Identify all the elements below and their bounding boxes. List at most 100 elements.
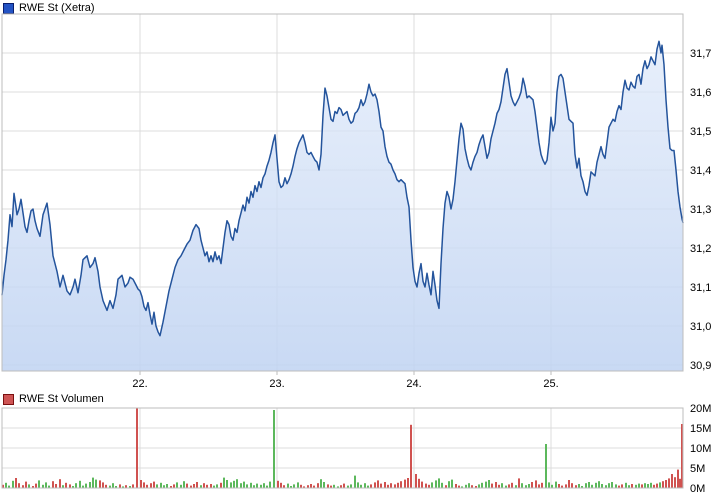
volume-bar — [230, 482, 232, 488]
price-axis-tick-label: 31,4 — [690, 165, 711, 177]
volume-bar — [236, 479, 238, 488]
volume-bar — [5, 482, 7, 488]
volume-bar — [92, 477, 94, 488]
volume-bar — [481, 482, 483, 488]
volume-bar — [183, 481, 185, 488]
volume-bar — [415, 474, 417, 488]
volume-axis-tick-label: 5M — [690, 463, 705, 475]
price-axis-tick-label: 30,9 — [690, 360, 711, 372]
volume-bar — [343, 483, 345, 488]
day-axis-label: 22. — [132, 378, 147, 390]
volume-bar — [320, 479, 322, 488]
volume-bar — [468, 483, 470, 488]
volume-bar — [545, 444, 547, 488]
volume-bar — [300, 484, 302, 488]
volume-bar — [448, 481, 450, 488]
volume-bar — [581, 486, 583, 488]
volume-bar — [491, 483, 493, 488]
volume-bar — [608, 483, 610, 488]
volume-bar — [370, 484, 372, 488]
volume-bar — [384, 482, 386, 488]
volume-bar — [538, 484, 540, 488]
volume-bar — [568, 480, 570, 488]
price-pane-border — [1, 13, 684, 372]
volume-bar — [85, 483, 87, 488]
volume-bar — [79, 480, 81, 488]
volume-bar — [347, 485, 349, 488]
volume-axis-tick-label: 15M — [690, 423, 711, 435]
volume-bar — [250, 482, 252, 488]
volume-bar — [146, 484, 148, 488]
volume-legend: RWE St Volumen — [3, 393, 104, 405]
volume-bar — [32, 486, 34, 488]
volume-bar — [283, 485, 285, 488]
volume-bar — [662, 481, 664, 488]
volume-bar — [153, 481, 155, 488]
volume-bar — [681, 424, 683, 488]
volume-axis-tick-label: 20M — [690, 403, 711, 415]
volume-bar — [548, 482, 550, 488]
price-axis-tick-label: 31,1 — [690, 282, 711, 294]
volume-bar — [200, 485, 202, 488]
volume-bar — [216, 484, 218, 488]
volume-bar — [280, 482, 282, 488]
volume-bar — [558, 484, 560, 488]
volume-bar — [65, 482, 67, 488]
volume-bar — [495, 482, 497, 488]
volume-bar — [628, 485, 630, 488]
volume-bar — [337, 486, 339, 488]
volume-bar — [317, 483, 319, 488]
volume-bar — [451, 479, 453, 488]
volume-bar — [55, 484, 57, 488]
volume-bar — [461, 486, 463, 488]
volume-bar — [82, 485, 84, 488]
volume-bar — [418, 478, 420, 488]
volume-bar — [180, 484, 182, 488]
volume-bar — [163, 485, 165, 488]
volume-bar — [143, 482, 145, 488]
volume-bar — [374, 482, 376, 488]
volume-bar — [518, 478, 520, 488]
volume-bar — [132, 484, 134, 488]
volume-bar — [269, 481, 271, 488]
volume-bar — [313, 485, 315, 488]
volume-bar — [445, 485, 447, 488]
volume-bar — [297, 482, 299, 488]
volume-bar — [601, 484, 603, 488]
volume-bar — [210, 484, 212, 488]
volume-bar — [8, 485, 10, 488]
volume-bar — [360, 484, 362, 488]
volume-bar — [186, 483, 188, 488]
volume-bar — [15, 478, 17, 488]
volume-bar — [515, 485, 517, 488]
volume-bar — [136, 408, 138, 488]
volume-bar — [565, 484, 567, 488]
volume-bar — [605, 485, 607, 488]
volume-bar — [528, 484, 530, 488]
volume-bar — [193, 484, 195, 488]
volume-bar — [287, 483, 289, 488]
volume-bar — [671, 474, 673, 488]
volume-bar — [653, 484, 655, 488]
volume-bar — [112, 483, 114, 488]
volume-bar — [364, 483, 366, 488]
price-axis-tick-label: 31,7 — [690, 48, 711, 60]
volume-bar — [256, 483, 258, 488]
volume-bar — [421, 481, 423, 488]
volume-bar — [511, 482, 513, 488]
volume-bar — [206, 484, 208, 488]
volume-axis-tick-label: 0M — [690, 483, 705, 495]
volume-bar — [240, 483, 242, 488]
volume-bar — [223, 477, 225, 488]
volume-bar — [588, 482, 590, 488]
volume-bar — [119, 484, 121, 488]
price-legend: RWE St (Xetra) — [3, 2, 95, 14]
volume-bar — [226, 480, 228, 488]
volume-bar — [656, 483, 658, 488]
volume-bar — [125, 485, 127, 488]
volume-bar — [45, 482, 47, 488]
volume-bar — [625, 482, 627, 488]
volume-bar — [575, 485, 577, 488]
volume-bar — [611, 482, 613, 488]
